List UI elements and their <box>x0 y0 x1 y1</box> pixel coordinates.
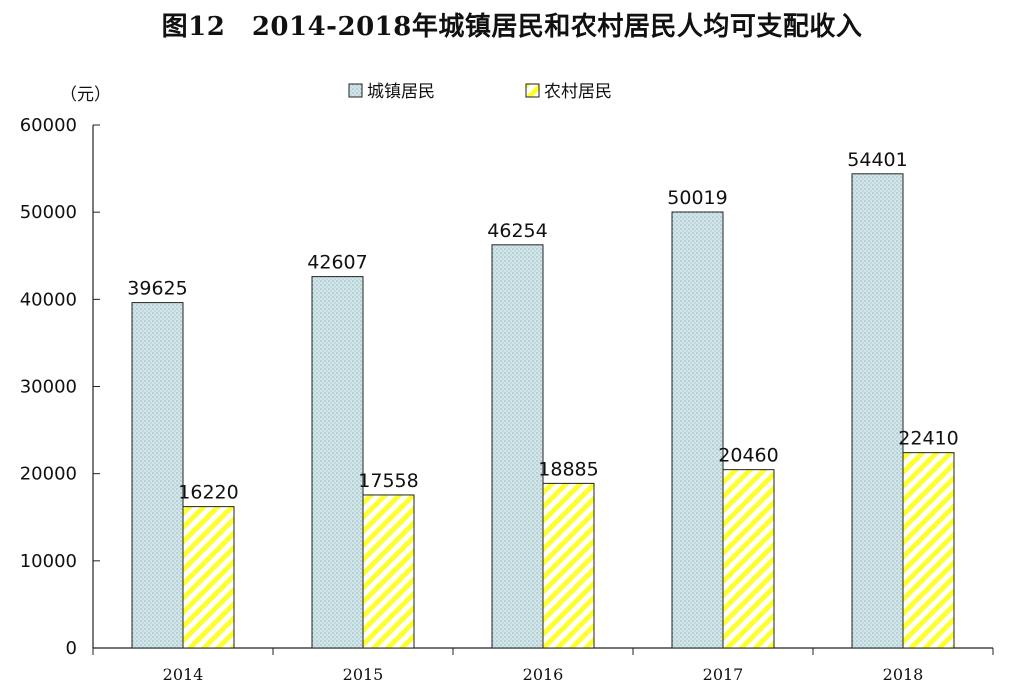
bar-rural-2018 <box>902 452 955 649</box>
bar-urban-2016 <box>491 244 544 649</box>
data-label-urban-2017: 50019 <box>667 187 727 209</box>
y-unit-label: （元） <box>60 85 111 105</box>
y-tick-label: 40000 <box>20 289 77 310</box>
bar-urban-2015 <box>311 276 364 649</box>
y-tick-label: 60000 <box>20 115 77 136</box>
y-tick-label: 30000 <box>20 377 77 398</box>
bar-rural-2017 <box>722 469 775 649</box>
x-tick-label: 2015 <box>343 665 384 684</box>
data-label-rural-2016: 18885 <box>538 458 598 480</box>
y-tick-label: 50000 <box>20 202 77 223</box>
bar-rural-2016 <box>542 482 595 649</box>
x-tick-label: 2017 <box>703 665 744 684</box>
data-label-rural-2018: 22410 <box>898 428 958 450</box>
chart-title: 图12 2014-2018年城镇居民和农村居民人均可支配收入 <box>161 12 863 42</box>
legend-swatch-urban <box>348 83 363 98</box>
bar-urban-2017 <box>671 211 724 649</box>
data-label-urban-2014: 39625 <box>127 278 187 300</box>
data-label-rural-2014: 16220 <box>178 482 238 504</box>
data-label-urban-2018: 54401 <box>847 149 907 171</box>
x-tick-label: 2014 <box>163 665 204 684</box>
bar-rural-2014 <box>182 506 235 649</box>
bar-rural-2015 <box>362 494 415 649</box>
data-label-rural-2017: 20460 <box>718 445 778 467</box>
x-tick-label: 2018 <box>883 665 924 684</box>
legend-swatch-rural <box>525 83 540 98</box>
bars <box>131 173 955 649</box>
data-labels: 39625 16220 42607 17558 46254 18885 50019 20460… <box>127 149 958 504</box>
data-label-urban-2015: 42607 <box>307 252 367 274</box>
y-tick-label: 10000 <box>20 551 77 572</box>
y-tick-label: 0 <box>66 638 77 659</box>
data-label-urban-2016: 46254 <box>487 220 547 242</box>
x-tick-label: 2016 <box>523 665 564 684</box>
legend-label-rural: 农村居民 <box>544 82 612 102</box>
legend-label-urban: 城镇居民 <box>367 82 435 102</box>
bar-urban-2018 <box>851 173 904 649</box>
bar-urban-2014 <box>131 302 184 649</box>
data-label-rural-2015: 17558 <box>358 470 418 492</box>
y-tick-label: 20000 <box>20 464 77 485</box>
legend: 城镇居民 农村居民 <box>348 82 612 102</box>
